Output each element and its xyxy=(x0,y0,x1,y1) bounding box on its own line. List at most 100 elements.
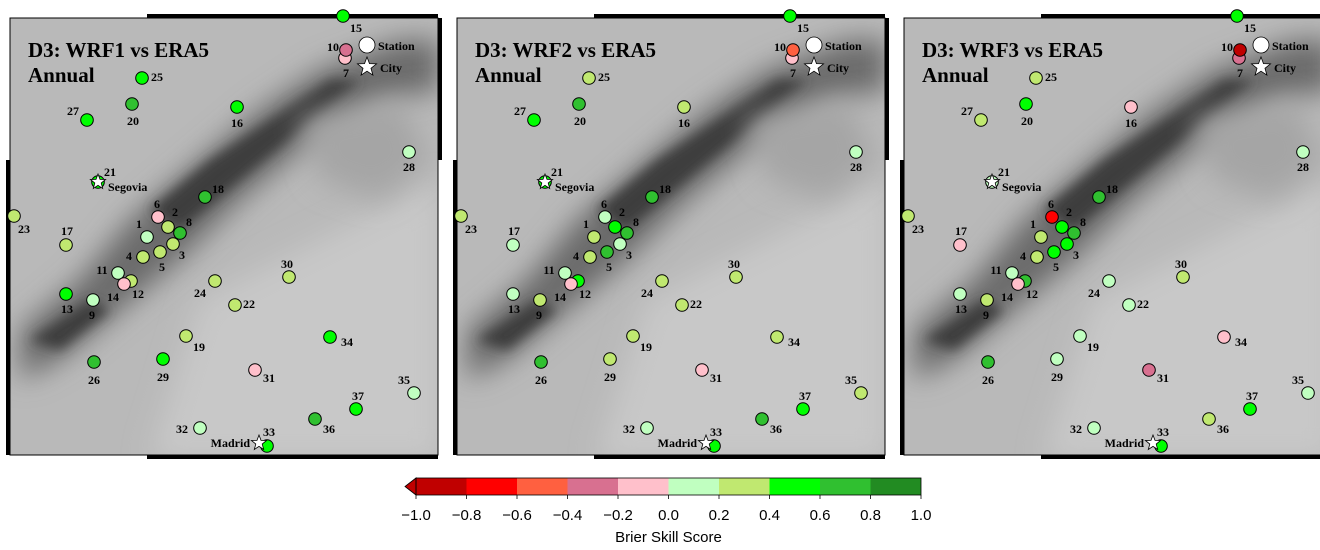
station xyxy=(157,353,170,366)
station-label: 30 xyxy=(728,257,740,271)
panel-subtitle: Annual xyxy=(28,63,95,87)
station-label: 12 xyxy=(579,287,591,301)
station-label: 32 xyxy=(176,422,188,436)
station xyxy=(350,403,363,416)
station-label: 9 xyxy=(536,308,542,322)
station-label: 8 xyxy=(186,215,192,229)
station xyxy=(787,44,800,57)
legend-station xyxy=(806,37,822,53)
station xyxy=(902,210,915,223)
station-label: 13 xyxy=(955,302,967,316)
station xyxy=(656,275,669,288)
station xyxy=(507,288,520,301)
station-label: 35 xyxy=(845,373,857,387)
station-label: 29 xyxy=(604,370,616,384)
station xyxy=(730,271,743,284)
station xyxy=(756,413,769,426)
station-label: 6 xyxy=(1048,197,1054,211)
station xyxy=(167,238,180,251)
station-label: 15 xyxy=(350,21,362,35)
station-label: 8 xyxy=(1080,215,1086,229)
station xyxy=(1218,331,1231,344)
station-label: 21 xyxy=(551,165,563,179)
station xyxy=(126,98,139,111)
colorbar-tick-label: 0.2 xyxy=(709,507,730,524)
station xyxy=(1123,299,1136,312)
station-label: 32 xyxy=(623,422,635,436)
station-label: 7 xyxy=(1237,66,1243,80)
colorbar-tick-label: −0.6 xyxy=(502,507,532,524)
station-label: 4 xyxy=(126,249,132,263)
station xyxy=(621,227,634,240)
station-label: 11 xyxy=(990,263,1001,277)
station-label: 28 xyxy=(850,160,862,174)
panel-title: D3: WRF2 vs ERA5 xyxy=(475,38,656,62)
station xyxy=(455,210,468,223)
city-label: Segovia xyxy=(108,180,147,194)
station xyxy=(1143,364,1156,377)
station-label: 20 xyxy=(1021,114,1033,128)
station xyxy=(599,211,612,224)
station xyxy=(1203,413,1216,426)
station-label: 4 xyxy=(1020,249,1026,263)
panel-title: D3: WRF1 vs ERA5 xyxy=(28,38,209,62)
station-label: 37 xyxy=(1246,389,1258,403)
station-label: 5 xyxy=(159,260,165,274)
station-label: 23 xyxy=(912,222,924,236)
station xyxy=(1031,251,1044,264)
station-label: 18 xyxy=(212,182,224,196)
colorbar-tick-label: −0.2 xyxy=(603,507,633,524)
station-label: 7 xyxy=(343,66,349,80)
station-label: 3 xyxy=(626,248,632,262)
legend-label: Station xyxy=(378,39,415,53)
station xyxy=(982,356,995,369)
station xyxy=(249,364,262,377)
station xyxy=(584,251,597,264)
station xyxy=(573,98,586,111)
station xyxy=(118,278,131,291)
city-label: Madrid xyxy=(658,436,698,450)
colorbar-tick-label: 0.8 xyxy=(860,507,881,524)
station-label: 19 xyxy=(193,340,205,354)
station xyxy=(209,275,222,288)
station xyxy=(696,364,709,377)
station xyxy=(403,146,416,159)
station-label: 5 xyxy=(606,260,612,274)
colorbar-bin xyxy=(770,478,821,495)
station-label: 8 xyxy=(633,215,639,229)
station-label: 22 xyxy=(243,297,255,311)
station-label: 2 xyxy=(1066,205,1072,219)
station-label: 24 xyxy=(194,286,206,300)
station-label: 2 xyxy=(172,205,178,219)
station xyxy=(408,387,421,400)
station xyxy=(646,191,659,204)
colorbar-extension xyxy=(405,478,416,495)
station-label: 29 xyxy=(1051,370,1063,384)
station-label: 25 xyxy=(1045,70,1057,84)
station xyxy=(855,387,868,400)
station xyxy=(1297,146,1310,159)
station-label: 22 xyxy=(1137,297,1149,311)
station xyxy=(535,356,548,369)
station-label: 21 xyxy=(998,165,1010,179)
station xyxy=(797,403,810,416)
map-panel: D3: WRF1 vs ERA5Annual123456789101112131… xyxy=(8,10,440,460)
station xyxy=(609,221,622,234)
station-label: 27 xyxy=(67,104,79,118)
station-label: 17 xyxy=(955,224,967,238)
station xyxy=(1051,353,1064,366)
city-label: Madrid xyxy=(211,436,251,450)
station-label: 22 xyxy=(690,297,702,311)
station-label: 28 xyxy=(1297,160,1309,174)
station-label: 36 xyxy=(1217,422,1229,436)
colorbar-tick-label: −0.8 xyxy=(452,507,482,524)
station-label: 34 xyxy=(788,335,800,349)
station-label: 18 xyxy=(1106,182,1118,196)
station-label: 5 xyxy=(1053,260,1059,274)
station-label: 30 xyxy=(1175,257,1187,271)
station xyxy=(981,294,994,307)
station-label: 23 xyxy=(18,222,30,236)
station-label: 12 xyxy=(132,287,144,301)
colorbar-bin xyxy=(467,478,518,495)
station xyxy=(641,422,654,435)
